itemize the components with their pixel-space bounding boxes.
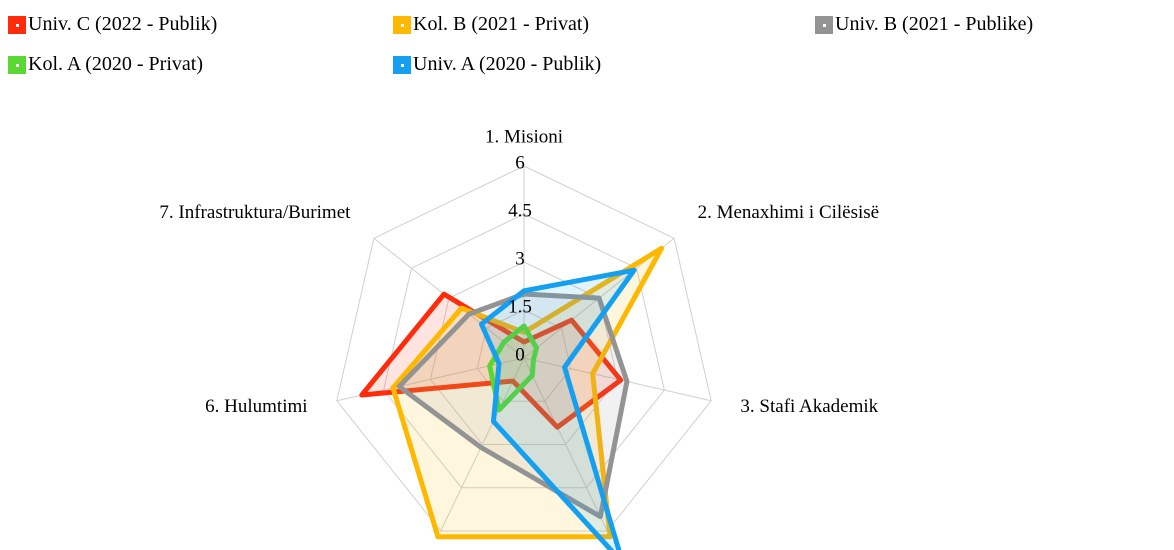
legend-label: Univ. B (2021 - Publike)	[835, 13, 1034, 35]
legend-item: Kol. B (2021 - Privat)	[393, 13, 589, 36]
legend-item: Kol. A (2020 - Privat)	[8, 53, 203, 76]
legend-item: Univ. A (2020 - Publik)	[393, 53, 601, 76]
legend-label: Kol. B (2021 - Privat)	[413, 13, 590, 35]
category-label: 6. Hulumtimi	[205, 396, 307, 417]
legend-swatch	[815, 15, 833, 34]
legend-swatch	[8, 15, 26, 34]
series-area	[487, 323, 540, 413]
legend-label: Univ. C (2022 - Publik)	[28, 13, 218, 35]
r-tick-label: 0	[515, 344, 525, 365]
category-label: 1. Misioni	[485, 126, 563, 147]
legend-swatch	[8, 55, 26, 74]
spoke	[440, 357, 525, 532]
legend-swatch	[393, 55, 411, 74]
category-label: 7. Infrastruktura/Burimet	[159, 202, 351, 223]
series-area	[478, 267, 637, 550]
r-tick-label: 6	[515, 152, 525, 173]
category-label: 3. Stafi Akademik	[740, 396, 878, 417]
legend-item: Univ. C (2022 - Publik)	[8, 13, 217, 36]
legend-label: Univ. A (2020 - Publik)	[413, 53, 602, 75]
r-tick-label: 3	[515, 248, 525, 269]
legend-swatch	[393, 15, 411, 34]
r-tick-label: 4.5	[508, 200, 532, 221]
grid-ring	[336, 165, 712, 532]
legend-label: Kol. A (2020 - Privat)	[28, 53, 203, 75]
category-label: 2. Menaxhimi i Cilësisë	[698, 202, 880, 223]
spoke	[523, 357, 608, 532]
r-tick-label: 1.5	[508, 296, 532, 317]
legend-item: Univ. B (2021 - Publike)	[815, 13, 1033, 36]
